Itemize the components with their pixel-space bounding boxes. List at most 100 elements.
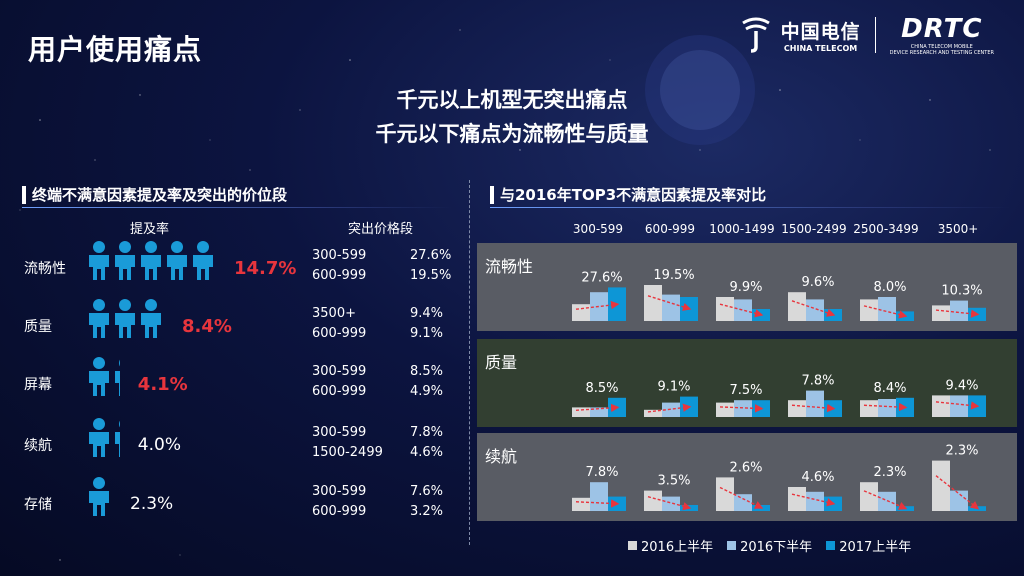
person-icon — [112, 240, 138, 284]
bar-2016下半年 — [950, 300, 968, 321]
bar-2016上半年 — [572, 304, 590, 321]
segment-value: 9.1% — [410, 326, 444, 341]
logo-area: 中国电信 CHINA TELECOM DRTC CHINA TELECOM MO… — [739, 12, 994, 58]
trend-arrow — [647, 295, 692, 311]
legend-swatch — [628, 541, 637, 550]
data-label: 19.5% — [653, 268, 694, 283]
bar-2016下半年 — [662, 294, 680, 321]
bar-2016上半年 — [644, 490, 662, 511]
bar-2016下半年 — [878, 491, 896, 511]
people-icons — [86, 356, 120, 400]
row-label: 屏幕 — [24, 377, 52, 393]
drtc-subtitle-2: DEVICE RESEARCH AND TESTING CENTER — [889, 50, 994, 56]
segment-value: 8.5% — [410, 364, 444, 379]
bar-2016下半年 — [734, 400, 752, 417]
slide-title: 用户使用痛点 — [28, 33, 203, 66]
data-label: 9.4% — [945, 378, 978, 393]
bar-2017上半年 — [680, 297, 698, 321]
trend-arrow — [719, 404, 764, 413]
legend-item: 2017上半年 — [826, 536, 911, 555]
trend-arrow — [575, 403, 620, 413]
people-icons — [86, 476, 112, 520]
rate-value: 4.1% — [137, 374, 188, 395]
drtc-subtitle-1: CHINA TELECOM MOBILE — [910, 44, 973, 50]
legend-item: 2016下半年 — [727, 536, 812, 555]
segment-range: 600-999 — [312, 268, 367, 283]
person-icon — [86, 298, 112, 342]
bar-2016下半年 — [662, 402, 680, 417]
trend-arrow — [935, 401, 980, 410]
segment-range: 600-999 — [312, 384, 367, 399]
china-telecom-icon — [741, 17, 770, 53]
trend-arrow — [791, 403, 836, 413]
data-label: 2.3% — [873, 465, 906, 480]
data-label: 7.8% — [585, 465, 618, 480]
legend-item: 2016上半年 — [628, 536, 713, 555]
bar-2016下半年 — [662, 496, 680, 511]
category-header: 1500-2499 — [781, 222, 847, 236]
section-divider — [469, 180, 470, 545]
drtc-logo: DRTC CHINA TELECOM MOBILE DEVICE RESEARC… — [890, 14, 994, 56]
section-marker — [22, 185, 26, 204]
bar-2016上半年 — [932, 395, 950, 417]
right-section-underline — [490, 207, 1010, 208]
logo-cn-text: 中国电信 — [780, 21, 861, 43]
data-label: 27.6% — [581, 270, 622, 285]
rate-value: 4.0% — [137, 435, 181, 455]
legend-swatch — [727, 541, 737, 550]
bar-2016下半年 — [734, 299, 752, 321]
row-label: 存储 — [24, 497, 52, 513]
trend-arrow — [863, 305, 908, 319]
person-icon — [112, 356, 120, 400]
bar-2016下半年 — [590, 482, 608, 511]
segment-value: 4.6% — [410, 445, 444, 460]
person-icon — [112, 298, 138, 342]
drtc-wordmark: DRTC — [901, 14, 983, 44]
left-section-title: 终端不满意因素提及率及突出的价位段 — [22, 184, 287, 205]
person-icon — [86, 476, 112, 520]
headline-line-2: 千元以下痛点为流畅性与质量 — [375, 122, 649, 146]
segment-value: 4.9% — [410, 384, 444, 399]
bar-2016上半年 — [860, 299, 878, 321]
bar-2016上半年 — [572, 497, 590, 511]
trend-arrow — [647, 496, 692, 511]
comparison-panel: 流畅性 27.6% 19.5% 9.9% 9.6% 8.0% 10.3% — [477, 243, 1017, 331]
person-icon — [164, 240, 190, 284]
segment-value: 3.2% — [410, 504, 444, 519]
row-label: 质量 — [24, 319, 52, 335]
rate-column-header: 提及率 — [130, 222, 170, 237]
data-label: 7.8% — [801, 374, 834, 389]
data-label: 2.3% — [945, 444, 978, 459]
segment-range: 600-999 — [312, 326, 367, 341]
rate-value: 14.7% — [234, 258, 297, 279]
bar-2016上半年 — [860, 482, 878, 511]
bar-2016下半年 — [590, 407, 608, 417]
left-section-underline — [22, 207, 452, 208]
legend-label: 2016上半年 — [641, 540, 714, 555]
segment-range: 1500-2499 — [312, 445, 383, 460]
segment-range: 300-599 — [312, 425, 367, 440]
people-icons — [86, 240, 216, 284]
bar-2016上半年 — [572, 407, 590, 417]
bar-2016上半年 — [788, 487, 806, 511]
bar-2016上半年 — [716, 402, 734, 417]
data-label: 8.0% — [873, 280, 906, 295]
data-label: 9.1% — [657, 380, 690, 395]
person-icon — [138, 240, 164, 284]
person-icon — [112, 417, 120, 461]
segment-column-header: 突出价格段 — [348, 222, 414, 237]
person-icon — [138, 298, 164, 342]
segment-value: 7.8% — [410, 425, 444, 440]
panel-label: 质量 — [485, 353, 518, 372]
segment-value: 9.4% — [410, 306, 444, 321]
bar-2017上半年 — [896, 506, 914, 511]
bar-2016下半年 — [590, 292, 608, 321]
trend-arrow — [935, 475, 980, 510]
data-label: 3.5% — [657, 474, 690, 489]
category-header: 300-599 — [572, 222, 624, 236]
bar-2016上半年 — [716, 477, 734, 511]
bar-2016上半年 — [716, 297, 734, 321]
trend-arrow — [647, 403, 692, 413]
segment-range: 3500+ — [312, 306, 356, 321]
trend-arrow — [575, 499, 620, 508]
